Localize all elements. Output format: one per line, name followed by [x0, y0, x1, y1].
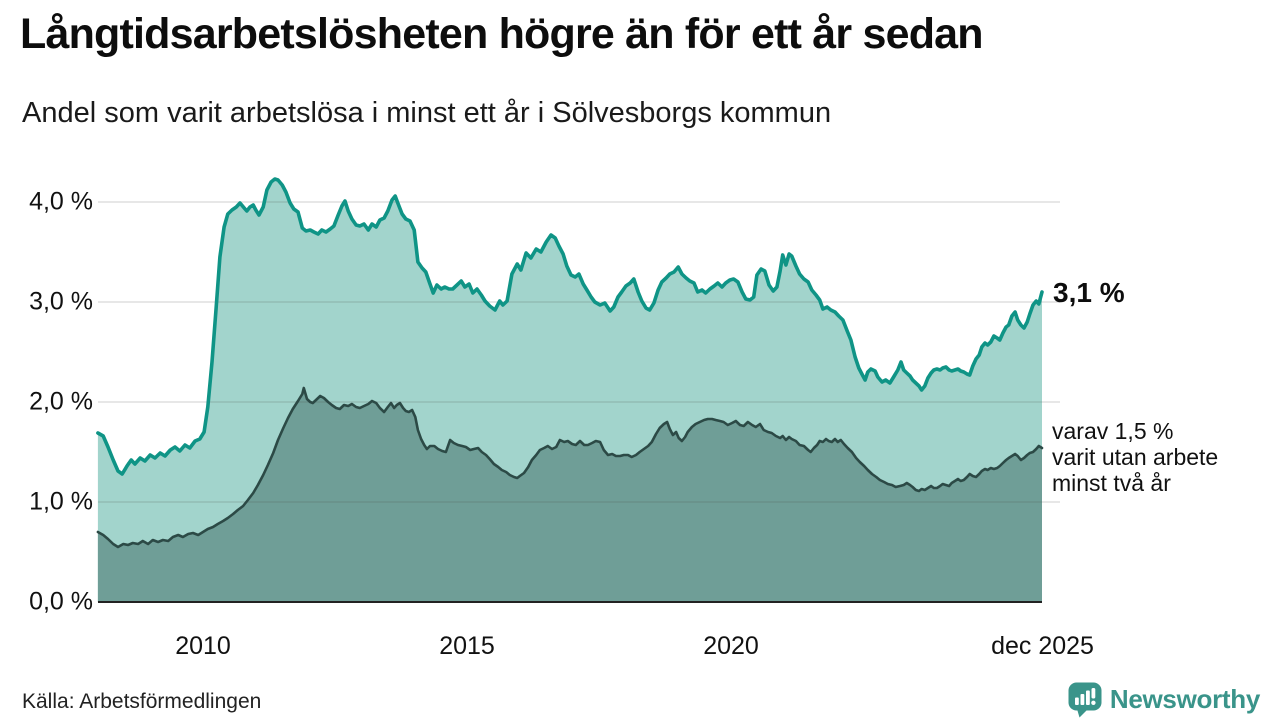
secondary-value-annotation: varav 1,5 % varit utan arbete minst två … — [1052, 418, 1272, 496]
page-title: Långtidsarbetslösheten högre än för ett … — [20, 10, 984, 58]
y-tick-label: 1,0 % — [29, 487, 93, 516]
y-tick-label: 2,0 % — [29, 387, 93, 416]
x-tick-label: 2010 — [175, 632, 231, 660]
secondary-annotation-line: minst två år — [1052, 470, 1171, 496]
secondary-annotation-line: varit utan arbete — [1052, 444, 1219, 470]
secondary-annotation-line: varav 1,5 % — [1052, 418, 1174, 444]
x-tick-label: 2015 — [439, 632, 495, 660]
page-subtitle: Andel som varit arbetslösa i minst ett å… — [22, 97, 832, 129]
newsworthy-chart-bubble-icon — [1068, 682, 1102, 717]
latest-value-annotation: 3,1 % — [1053, 277, 1125, 308]
x-tick-label: 2020 — [703, 632, 759, 660]
y-tick-label: 3,0 % — [29, 287, 93, 316]
y-tick-label: 4,0 % — [29, 187, 93, 216]
brand-logo: Newsworthy — [1067, 680, 1260, 718]
brand-name: Newsworthy — [1109, 683, 1260, 714]
series-line-2yr — [96, 386, 1044, 549]
source-credit: Källa: Arbetsförmedlingen — [22, 690, 262, 713]
y-tick-label: 0,0 % — [29, 587, 93, 616]
series-line-1yr — [96, 177, 1044, 476]
area-fill-2yr — [97, 388, 1042, 602]
x-tick-label: dec 2025 — [991, 632, 1094, 660]
